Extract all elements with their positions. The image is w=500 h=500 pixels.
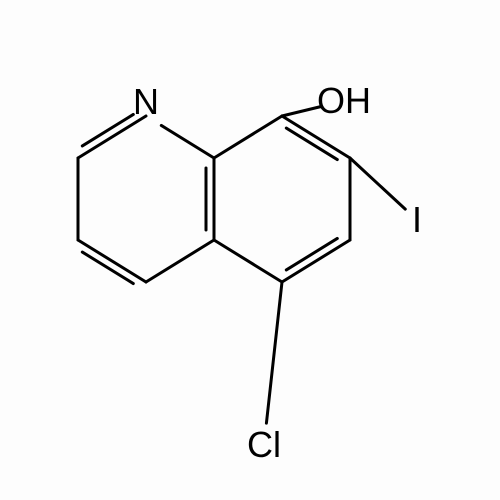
atom-n: N	[133, 81, 159, 123]
atom-i: I	[412, 199, 422, 241]
atom-oh: OH	[317, 80, 371, 122]
molecule-diagram: N OH I Cl	[0, 0, 500, 500]
atom-cl: Cl	[247, 424, 281, 466]
